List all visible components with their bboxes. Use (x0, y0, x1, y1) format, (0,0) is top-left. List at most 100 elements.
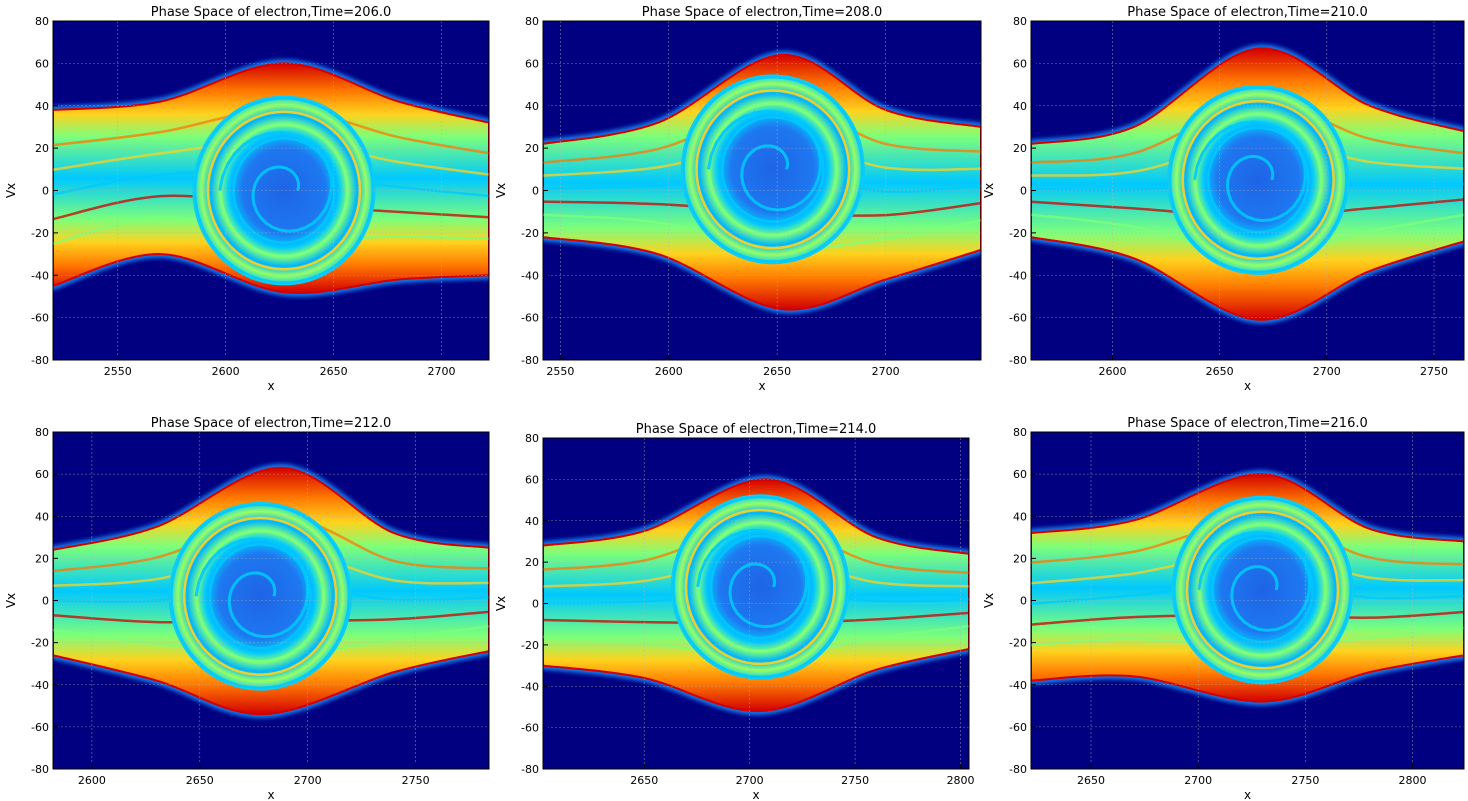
x-tick-label: 2700 (294, 774, 322, 787)
vortex (192, 95, 376, 286)
vortex-ring (208, 543, 312, 650)
x-tick-label: 2600 (78, 774, 106, 787)
x-tick-label: 2700 (736, 774, 764, 787)
y-tick-label: 40 (35, 510, 49, 523)
vortex-ring (672, 495, 849, 679)
vortex-spiral (218, 130, 333, 233)
vortex (670, 494, 850, 680)
y-tick-label: -40 (1009, 269, 1027, 282)
x-tick-label: 2600 (212, 365, 240, 378)
vortex-ring (182, 516, 338, 676)
y-tick-label: -60 (521, 722, 539, 735)
y-tick-label: -40 (521, 680, 539, 693)
vortex-ring (682, 75, 864, 263)
chart-title: Phase Space of electron,Time=208.0 (642, 5, 883, 20)
y-tick-label: -40 (1009, 679, 1027, 692)
panel-4: 2600 2650 2700 2750 -80 -60 -40 -20 0 20 40 60 80 Pha… (4, 416, 490, 801)
vortex-ring (1168, 86, 1348, 274)
vortex-ring (695, 89, 851, 250)
plot-area (1031, 21, 1464, 360)
y-tick-label: 20 (1013, 142, 1027, 155)
chart-title: Phase Space of electron,Time=210.0 (1127, 5, 1368, 20)
y-tick-label: 40 (525, 100, 539, 113)
plot-area (53, 432, 489, 769)
y-axis-label: Vx (494, 183, 508, 198)
y-tick-label: 80 (35, 15, 49, 28)
y-tick-label: 80 (525, 432, 539, 445)
x-tick-label: 2600 (1098, 365, 1126, 378)
x-tick-label: 2750 (402, 774, 430, 787)
panel-5: 2650 2700 2750 2800 -80 -60 -40 -20 0 20 40 60 80 Pha… (494, 422, 975, 801)
y-tick-label: -80 (1009, 354, 1027, 367)
y-tick-label: 60 (1013, 57, 1027, 70)
x-tick-label: 2700 (872, 365, 900, 378)
y-tick-label: 60 (1013, 468, 1027, 481)
vortex-ring (1181, 99, 1335, 260)
y-tick-label: -40 (31, 679, 49, 692)
x-tick-label: 2550 (104, 365, 132, 378)
y-tick-label: 20 (525, 142, 539, 155)
y-tick-label: 0 (532, 598, 539, 611)
chart-title: Phase Space of electron,Time=206.0 (151, 5, 392, 20)
y-axis-label: Vx (4, 183, 18, 198)
y-tick-label: 80 (35, 426, 49, 439)
y-tick-label: -60 (31, 312, 49, 325)
x-tick-label: 2550 (546, 365, 574, 378)
y-tick-label: 80 (1013, 426, 1027, 439)
vortex (1171, 495, 1354, 685)
y-tick-label: 20 (525, 556, 539, 569)
vortex-ring (1185, 510, 1340, 670)
panel-2: 2550 2600 2650 2700 -80 -60 -40 -20 0 20 40 60 80 Pha… (494, 5, 982, 393)
x-tick-label: 2750 (1291, 774, 1319, 787)
x-tick-label: 2650 (320, 365, 348, 378)
x-tick-label: 2650 (1077, 774, 1105, 787)
y-tick-label: 40 (35, 100, 49, 113)
vortex-spiral (696, 528, 808, 629)
vortex-ring (170, 503, 351, 690)
vortex-ring (709, 534, 811, 640)
vortex-ring (193, 97, 375, 284)
y-tick-label: -80 (31, 354, 49, 367)
y-tick-label: 0 (42, 185, 49, 198)
vortex-ring (1173, 497, 1352, 683)
y-tick-label: -80 (521, 763, 539, 776)
y-tick-label: 0 (1020, 185, 1027, 198)
plot-area (1031, 432, 1464, 769)
x-tick-label: 2700 (1184, 774, 1212, 787)
vortex-ring (1206, 126, 1310, 234)
y-tick-label: 80 (1013, 15, 1027, 28)
y-tick-label: 20 (35, 142, 49, 155)
x-tick-label: 2750 (1420, 365, 1448, 378)
x-tick-label: 2600 (655, 365, 683, 378)
vortex-spiral (1197, 530, 1312, 632)
plot-area (543, 438, 969, 769)
y-tick-label: 40 (1013, 100, 1027, 113)
x-tick-label: 2650 (630, 774, 658, 787)
plot-area (53, 21, 489, 360)
x-tick-label: 2700 (1313, 365, 1341, 378)
x-tick-label: 2650 (1206, 365, 1234, 378)
x-tick-label: 2800 (1399, 774, 1427, 787)
x-axis-label: x (752, 788, 759, 801)
vortex (168, 501, 352, 691)
y-axis-label: Vx (494, 596, 508, 611)
vortex-spiral (706, 109, 822, 212)
y-axis-label: Vx (982, 183, 996, 198)
vortex-ring (1211, 536, 1314, 644)
y-tick-label: -80 (1009, 763, 1027, 776)
y-tick-label: -60 (521, 312, 539, 325)
y-tick-label: -20 (31, 637, 49, 650)
y-tick-label: -80 (521, 354, 539, 367)
y-axis-label: Vx (4, 593, 18, 608)
y-tick-label: -40 (31, 269, 49, 282)
chart-title: Phase Space of electron,Time=214.0 (636, 422, 877, 437)
y-tick-label: -60 (1009, 312, 1027, 325)
vortex-ring (721, 115, 825, 223)
x-tick-label: 2650 (186, 774, 214, 787)
x-axis-label: x (758, 379, 765, 393)
x-tick-label: 2750 (841, 774, 869, 787)
vortex-ring (206, 110, 362, 271)
y-tick-label: 40 (1013, 510, 1027, 523)
x-axis-label: x (1244, 379, 1251, 393)
